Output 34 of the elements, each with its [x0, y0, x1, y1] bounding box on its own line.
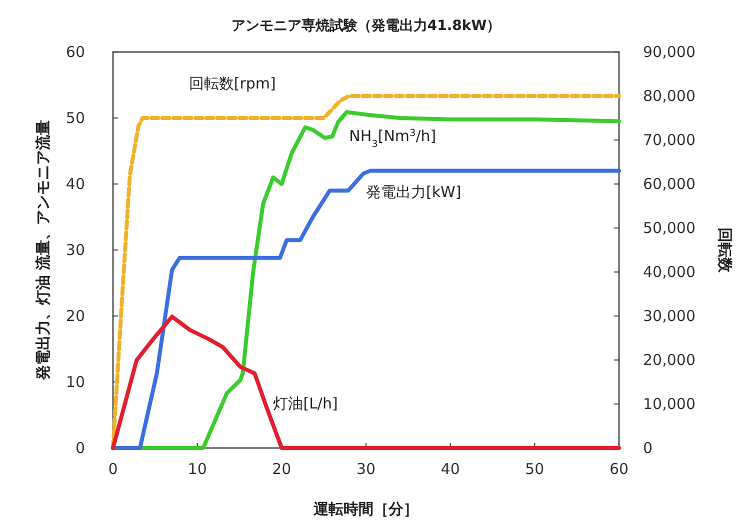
y2-tick-label: 30,000 — [643, 307, 696, 325]
x-tick-label: 20 — [272, 460, 292, 478]
y2-tick-label: 50,000 — [643, 219, 696, 237]
y2-tick-label: 40,000 — [643, 263, 696, 281]
y2-tick-label: 0 — [643, 439, 653, 457]
y-tick-label: 0 — [75, 439, 85, 457]
x-tick-label: 40 — [440, 460, 460, 478]
y2-axis-title: 回転数 — [716, 228, 734, 274]
x-axis-title: 運転時間［分］ — [312, 500, 418, 518]
y-tick-label: 50 — [66, 109, 85, 127]
x-tick-label: 50 — [525, 460, 544, 478]
series-label: NH$_{3}$[Nm$^{3}$/h] — [349, 127, 436, 150]
line-series — [111, 168, 621, 450]
y-tick-label: 60 — [66, 43, 85, 61]
x-tick-label: 30 — [356, 460, 376, 478]
x-tick-label: 60 — [609, 460, 629, 478]
x-tick-label: 0 — [108, 460, 118, 478]
series-label: 回転数[rpm] — [188, 74, 276, 92]
y-axis-title: 発電出力、灯油 流量、アンモニア流量 — [34, 120, 52, 382]
y2-tick-label: 80,000 — [643, 87, 696, 105]
series-label: 灯油[L/h] — [273, 394, 338, 412]
y2-tick-label: 90,000 — [643, 43, 696, 61]
y-tick-label: 40 — [66, 175, 85, 193]
y2-tick-label: 20,000 — [643, 351, 696, 369]
y-tick-label: 30 — [66, 241, 85, 259]
y2-tick-label: 60,000 — [643, 175, 696, 193]
y-tick-label: 10 — [66, 373, 85, 391]
chart-title: アンモニア専焼試験（発電出力41.8kW） — [231, 17, 501, 34]
y-tick-label: 20 — [66, 307, 85, 325]
x-tick-label: 10 — [188, 460, 207, 478]
line-series — [111, 314, 621, 450]
series-label: 発電出力[kW] — [366, 183, 462, 202]
y2-tick-label: 70,000 — [643, 131, 696, 149]
y2-tick-label: 10,000 — [643, 395, 696, 413]
